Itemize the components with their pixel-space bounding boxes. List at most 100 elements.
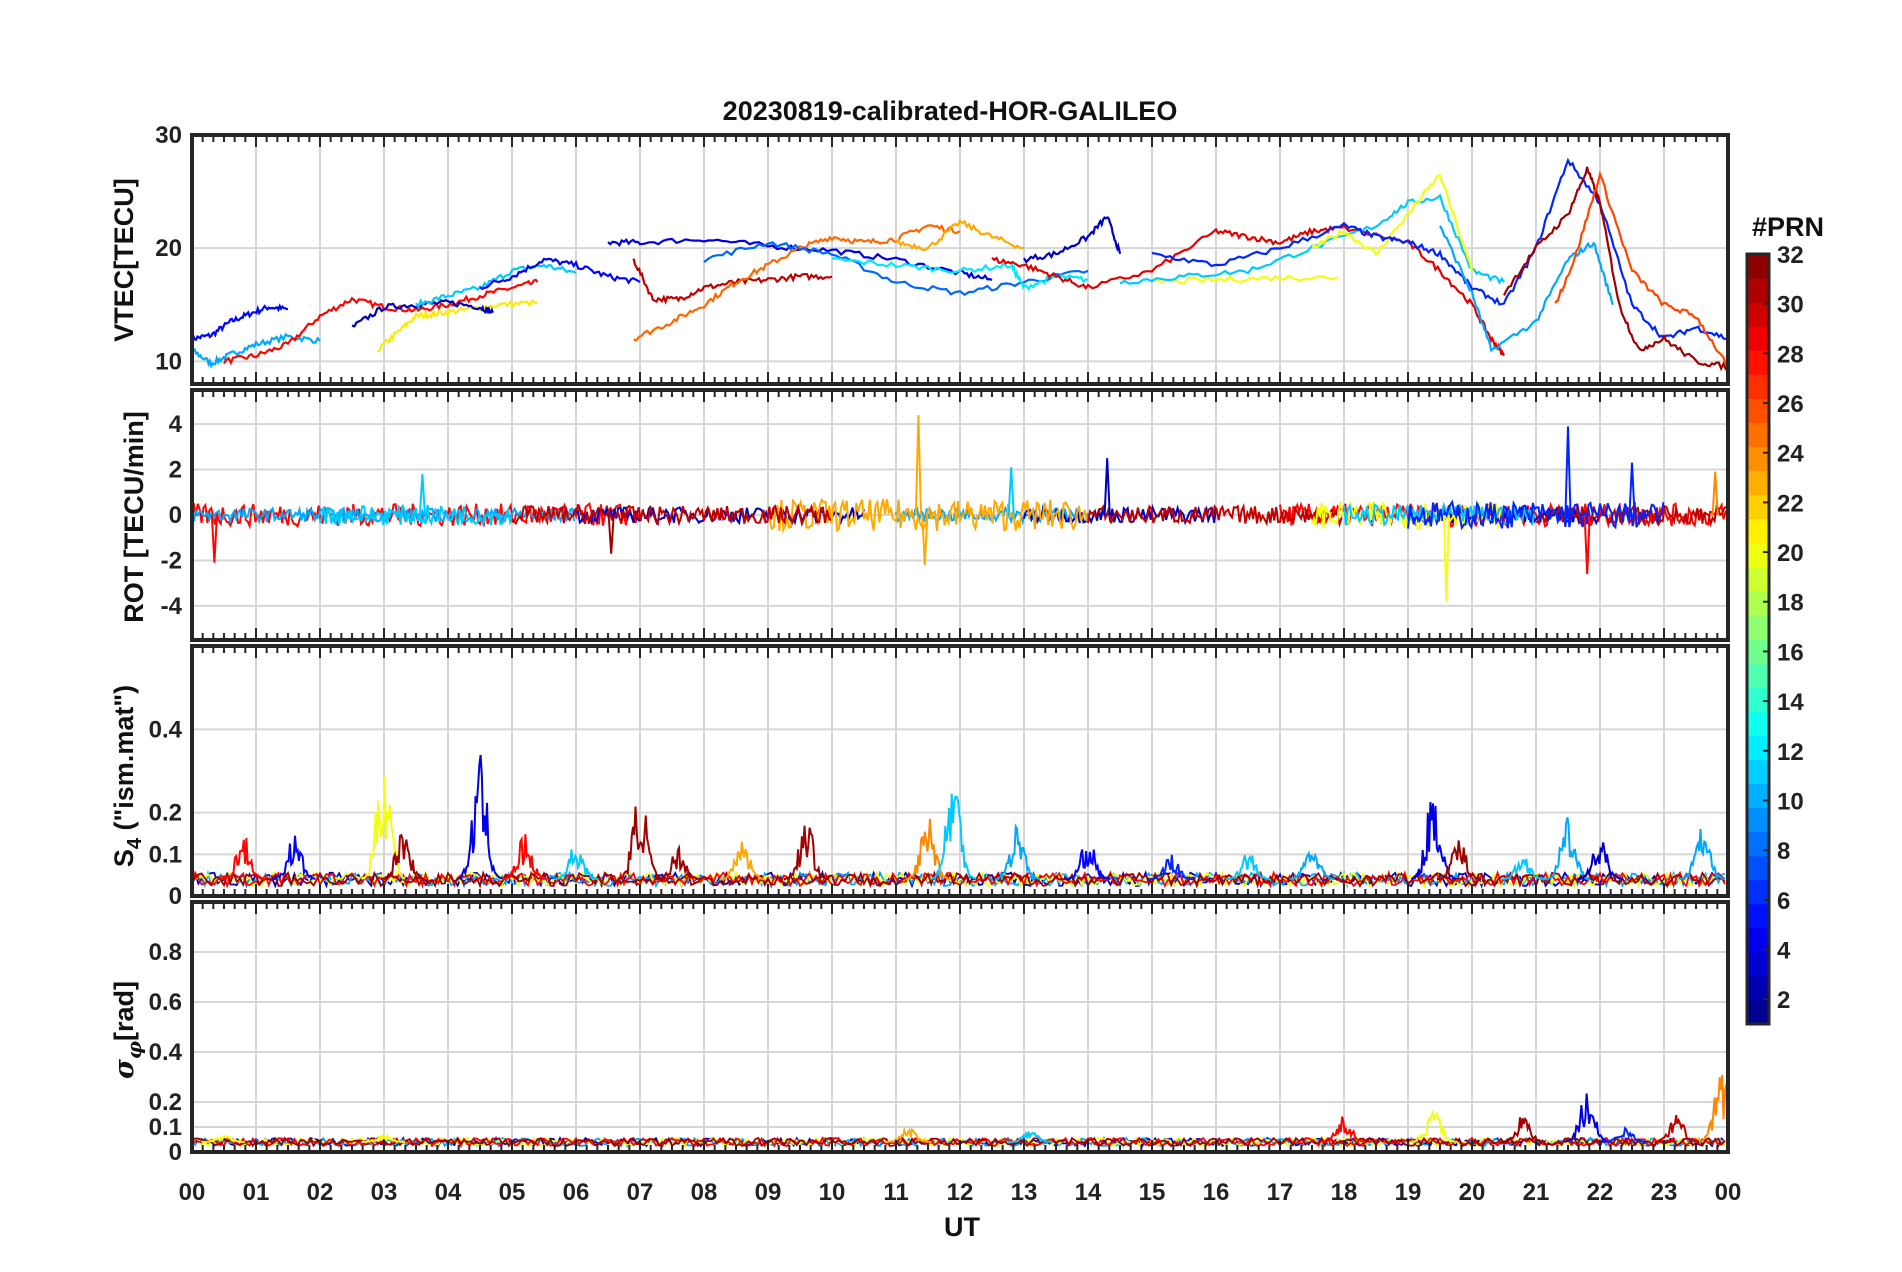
s4-burst-line (271, 835, 316, 881)
sigma-burst-line (1321, 1116, 1367, 1143)
colorbar-tick-label: 20 (1777, 540, 1804, 567)
colorbar-step (1747, 759, 1769, 784)
colorbar-step (1747, 783, 1769, 809)
s4-burst-line (617, 806, 663, 880)
colorbar-tick-label: 14 (1777, 689, 1804, 716)
colorbar-step (1747, 999, 1769, 1025)
colorbar-step (1747, 422, 1769, 448)
colorbar-tick-label: 6 (1777, 888, 1790, 915)
x-tick-label: 23 (1651, 1179, 1678, 1206)
colorbar-step (1747, 951, 1769, 977)
colorbar-step (1747, 566, 1769, 592)
x-tick-label: 09 (755, 1179, 782, 1206)
colorbar-tick-label: 28 (1777, 341, 1804, 368)
colorbar-tick-label: 4 (1777, 937, 1791, 964)
s4-burst-line (655, 844, 701, 881)
x-tick-label: 11 (883, 1179, 908, 1206)
sigma-burst-line (201, 1134, 246, 1143)
s4-burst-line (1500, 858, 1546, 881)
colorbar-step (1747, 735, 1769, 760)
sigma-label-main: σ (109, 1059, 140, 1079)
x-tick-label: 21 (1523, 1179, 1550, 1206)
vtec-series-line (1554, 170, 1728, 368)
vtec-series-line (1023, 216, 1122, 264)
rot-series-line (767, 497, 1088, 534)
x-tick-label: 01 (243, 1179, 270, 1206)
vtec-series-line (1151, 274, 1338, 285)
rot-series-line (1407, 499, 1665, 531)
sigma-burst-line (361, 1133, 406, 1143)
x-tick-label: 04 (435, 1179, 462, 1206)
colorbar-step (1747, 302, 1769, 327)
rot-y-tick-label: 0 (169, 502, 182, 529)
colorbar-step (1747, 398, 1769, 424)
s4-baseline-line (192, 870, 1726, 889)
x-tick-label: 00 (1715, 1179, 1742, 1206)
sigma-burst-line (1699, 1074, 1728, 1143)
colorbar-frame (1745, 252, 1771, 1026)
colorbar-step (1747, 711, 1769, 736)
x-tick-label: 18 (1331, 1179, 1358, 1206)
vtec-series-line (479, 257, 641, 291)
rot-spike (914, 414, 922, 516)
s4-burst-line (1289, 850, 1335, 881)
vtec-y-tick-label: 30 (155, 122, 182, 149)
s4-label-main: S (109, 849, 139, 867)
s4-burst-line (553, 849, 599, 881)
s4-label-sub: 4 (124, 837, 146, 849)
s4-burst-line (1436, 840, 1482, 881)
vtec-x-minor-ticks (191, 135, 1729, 384)
rot-spike (1711, 471, 1719, 516)
rot-spike (1583, 514, 1591, 575)
colorbar-step (1747, 326, 1769, 351)
x-tick-label: 19 (1395, 1179, 1422, 1206)
s4-label-rest: ("ism.mat") (109, 685, 139, 838)
s4-baseline-line (192, 869, 1726, 890)
vtec-series-line (1151, 157, 1728, 341)
s4-burst-line (1545, 817, 1591, 881)
rot-series-line (192, 505, 576, 526)
rot-y-tick-label: 4 (169, 411, 183, 438)
vtec-series-line (1311, 174, 1474, 272)
sigma-grid (191, 902, 1729, 1153)
s4-burst-line (1065, 849, 1111, 881)
x-tick-label: 16 (1203, 1179, 1230, 1206)
colorbar-step (1747, 831, 1769, 857)
vtec-panel: 10 20 30 (155, 122, 1730, 386)
x-axis-label: UT (944, 1212, 980, 1242)
rot-series-line (1023, 503, 1217, 526)
sigma-burst-line (1008, 1130, 1053, 1143)
vtec-y-tick-label: 10 (155, 348, 182, 375)
colorbar-step (1747, 542, 1769, 568)
colorbar-tick-label: 8 (1777, 838, 1790, 865)
vtec-series-line (377, 298, 538, 353)
rot-plot-area (192, 414, 1728, 602)
rot-series-line (1087, 502, 1345, 528)
colorbar-step (1747, 590, 1769, 616)
colorbar-step (1747, 278, 1769, 303)
colorbar-tick-label: 24 (1777, 441, 1804, 468)
colorbar-tick-label: 12 (1777, 739, 1804, 766)
s4-plot-area (192, 754, 1726, 890)
sigma-y-tick-label: 0.2 (149, 1089, 182, 1116)
sigma-label-rest: [rad] (109, 981, 139, 1041)
s4-y-tick-label: 0.1 (149, 841, 182, 868)
sigma-y-tick-label: 0.1 (149, 1114, 182, 1141)
s4-burst-line (1679, 829, 1725, 881)
s4-grid (191, 646, 1729, 897)
sigma-burst-line (1411, 1108, 1457, 1143)
colorbar-tick-label: 30 (1777, 292, 1804, 319)
vtec-series-line (895, 218, 1025, 252)
colorbar-step (1747, 254, 1769, 279)
s4-y-tick-label: 0.4 (149, 716, 183, 743)
colorbar-tick-label: 16 (1777, 639, 1804, 666)
rot-series-line (511, 503, 832, 528)
sigma-label-sub: φ (122, 1041, 146, 1059)
rot-spike (921, 514, 929, 566)
x-tick-label: 17 (1267, 1179, 1294, 1206)
sigma-y-tick-label: 0 (169, 1139, 182, 1166)
colorbar-step (1747, 903, 1769, 929)
s4-burst-line (380, 833, 425, 881)
x-tick-label: 20 (1459, 1179, 1486, 1206)
